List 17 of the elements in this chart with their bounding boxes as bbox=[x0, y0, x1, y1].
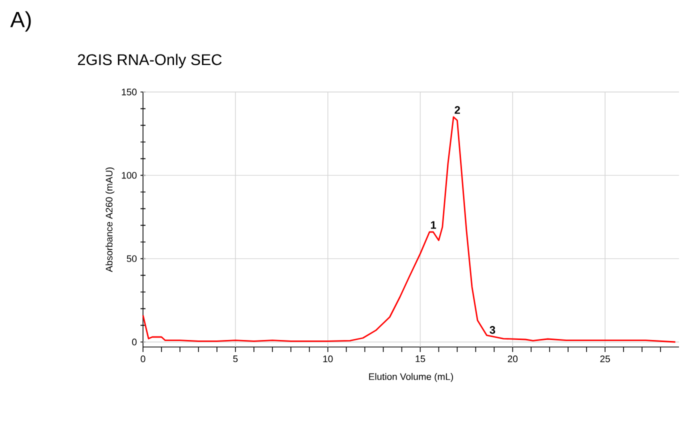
y-tick-label: 100 bbox=[122, 172, 137, 179]
x-tick-label: 0 bbox=[140, 356, 146, 362]
x-axis-title: Elution Volume (mL) bbox=[369, 373, 454, 382]
x-tick-label: 25 bbox=[600, 356, 610, 362]
annotation: 1 bbox=[430, 221, 436, 229]
y-tick-label: 50 bbox=[126, 255, 137, 262]
x-tick-label: 5 bbox=[233, 356, 238, 362]
annotation: 3 bbox=[490, 326, 496, 334]
x-tick-label: 10 bbox=[323, 356, 333, 362]
y-tick-label: 0 bbox=[132, 338, 137, 346]
y-tick-label: 150 bbox=[122, 88, 137, 96]
x-tick-label: 15 bbox=[416, 356, 426, 362]
text: A) bbox=[10, 11, 31, 32]
chart-title: 2GIS RNA-Only SEC bbox=[78, 54, 222, 68]
y-axis-title: Absorbance A260 (mAU) bbox=[106, 168, 114, 272]
x-tick-label: 20 bbox=[508, 356, 518, 362]
annotation: 2 bbox=[454, 106, 460, 114]
